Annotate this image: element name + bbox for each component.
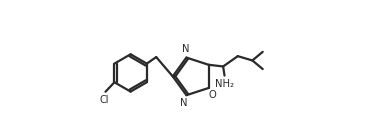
Text: O: O (209, 90, 216, 100)
Text: Cl: Cl (100, 95, 109, 105)
Text: N: N (179, 98, 187, 108)
Text: N: N (182, 44, 189, 54)
Text: NH₂: NH₂ (215, 79, 234, 89)
